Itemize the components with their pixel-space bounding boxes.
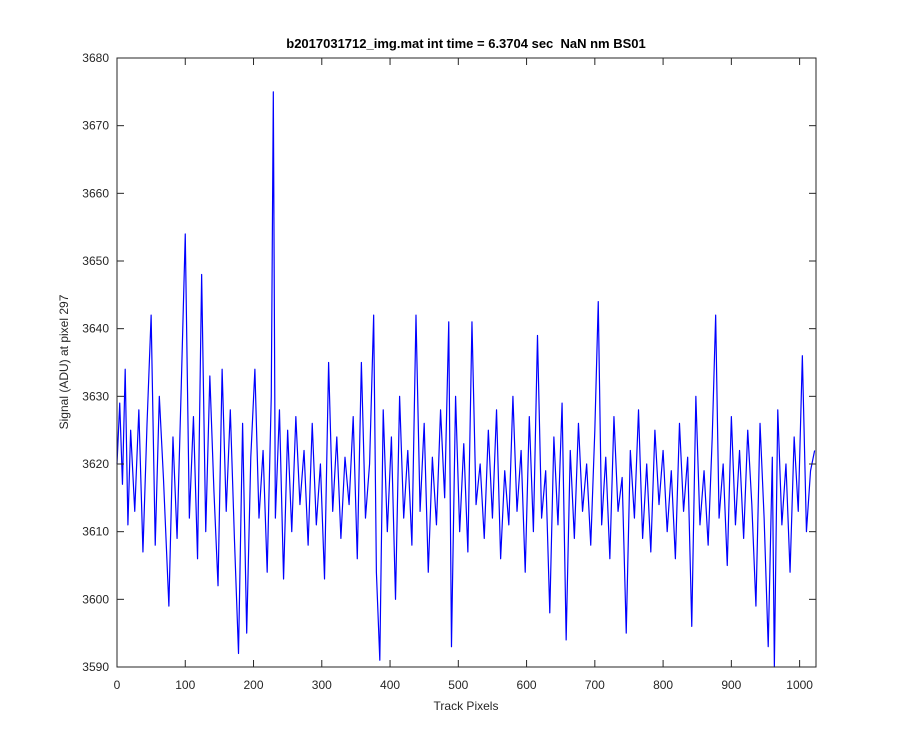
y-tick-label: 3680 [82,51,109,65]
y-tick-label: 3650 [82,254,109,268]
x-tick-label: 800 [653,678,673,692]
x-tick-label: 400 [380,678,400,692]
x-tick-label: 200 [244,678,264,692]
x-tick-label: 300 [312,678,332,692]
y-tick-label: 3640 [82,322,109,336]
x-tick-label: 900 [721,678,741,692]
x-axis-label: Track Pixels [434,699,499,713]
y-tick-label: 3590 [82,660,109,674]
x-tick-label: 1000 [786,678,813,692]
axes-box [116,57,817,668]
x-tick-label: 700 [585,678,605,692]
y-tick-label: 3630 [82,389,109,403]
y-tick-label: 3660 [82,186,109,200]
x-tick-label: 500 [448,678,468,692]
y-tick-label: 3620 [82,457,109,471]
y-tick-label: 3600 [82,592,109,606]
y-tick-label: 3670 [82,119,109,133]
y-axis-label: Signal (ADU) at pixel 297 [57,294,71,429]
x-tick-label: 600 [517,678,537,692]
x-tick-label: 100 [175,678,195,692]
y-tick-label: 3610 [82,525,109,539]
x-tick-label: 0 [114,678,121,692]
data-line [116,91,816,668]
chart-title: b2017031712_img.mat int time = 6.3704 se… [286,36,646,51]
